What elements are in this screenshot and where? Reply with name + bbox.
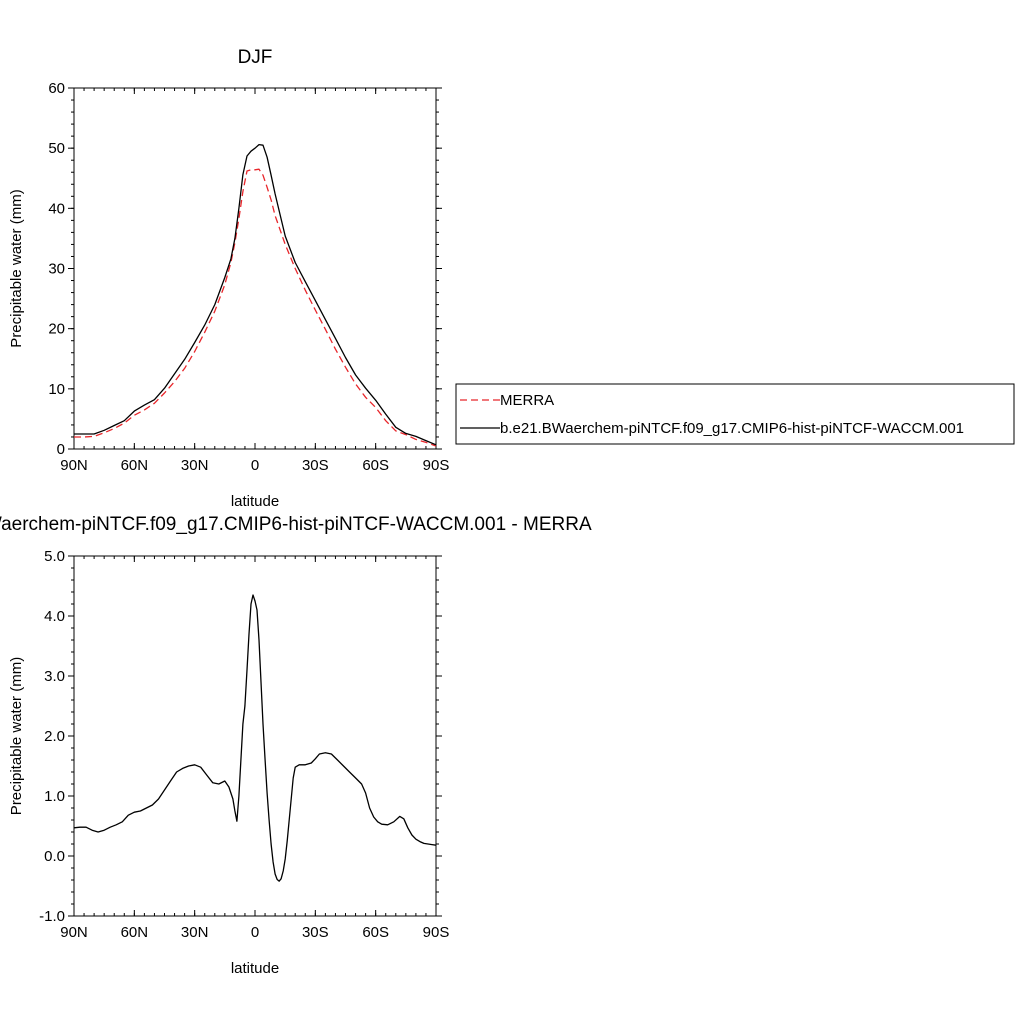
bottom-panel: 90N 60N 30N 0 30S 60S 90S -1.0 0.0 1.0 2.0 3.0 4.0 5.… [0,514,592,977]
top-panel: 90N 60N 30N 0 30S 60S 90S 0 10 20 30 40 50 60 DJF latit… [8,47,449,510]
y-tick-label: 2.0 [44,728,65,745]
x-axis-label: latitude [231,493,279,510]
y-tick-label: 20 [48,321,65,338]
legend-label: MERRA [500,392,554,409]
series-line-merra [74,168,437,447]
x-tick-label: 90N [60,457,88,474]
y-tick-label: 3.0 [44,668,65,685]
x-tick-label: 30N [181,924,209,941]
x-tick-label: 60S [362,457,389,474]
y-tick-label: -1.0 [39,908,65,925]
plot-frame [73,555,437,917]
y-tick-label: 30 [48,261,65,278]
series-line-model [73,594,437,882]
x-tick-label: 0 [251,457,259,474]
legend-box [455,383,1015,445]
y-tick-label: 5.0 [44,548,65,565]
x-tick-label: 30S [302,924,329,941]
x-axis-label: latitude [231,960,279,977]
x-tick-label: 90N [60,924,88,941]
y-tick-label: 0 [57,441,65,458]
x-tick-label: 0 [251,924,259,941]
x-tick-label: 90S [423,924,450,941]
y-tick-label: 40 [48,200,65,217]
x-tick-label: 30S [302,457,329,474]
plot-frame [73,87,437,450]
y-tick-label: 1.0 [44,788,65,805]
x-tick-label: 30N [181,457,209,474]
y-tick-label: 0.0 [44,848,65,865]
series-line-model [74,143,437,446]
legend: MERRA b.e21.BWaerchem-piNTCF.f09_g17.CMIP… [455,383,1015,445]
y-tick-label: 4.0 [44,608,65,625]
x-tick-label: 90S [423,457,450,474]
chart-title: DJF [238,47,273,68]
legend-label: b.e21.BWaerchem-piNTCF.f09_g17.CMIP6-his… [500,420,964,437]
x-tick-label: 60N [121,457,149,474]
y-axis-label: Precipitable water (mm) [8,189,25,347]
x-tick-label: 60S [362,924,389,941]
y-tick-label: 50 [48,140,65,157]
y-axis-label: Precipitable water (mm) [8,657,25,815]
x-tick-label: 60N [121,924,149,941]
y-tick-label: 10 [48,381,65,398]
chart-title: b.e21.BWaerchem-piNTCF.f09_g17.CMIP6-his… [0,514,592,535]
y-tick-label: 60 [48,80,65,97]
